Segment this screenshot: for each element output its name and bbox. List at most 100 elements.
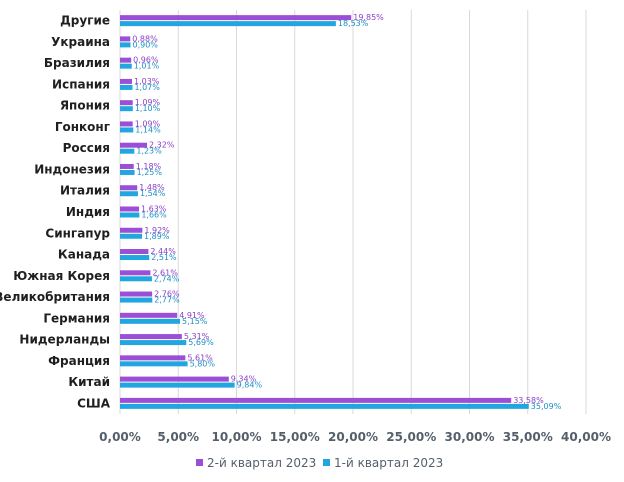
- category-label: Бразилия: [44, 56, 110, 70]
- data-label-series-0: 0,96%: [133, 56, 159, 65]
- grid-lines: [119, 10, 587, 414]
- x-tick-label: 35,00%: [503, 430, 553, 444]
- x-tick-label: 10,00%: [212, 430, 262, 444]
- legend-swatch-series-0: [196, 459, 203, 466]
- data-label-series-1: 1,23%: [136, 147, 162, 156]
- data-label-series-0: 9,34%: [231, 375, 257, 384]
- bar-series-1: [120, 63, 132, 69]
- bar-series-0: [120, 206, 139, 212]
- bar-series-0: [120, 376, 229, 382]
- data-label-series-0: 1,92%: [144, 226, 170, 235]
- data-label-series-0: 2,76%: [154, 290, 180, 299]
- bar-series-0: [120, 57, 132, 63]
- data-label-series-1: 2,77%: [154, 296, 180, 305]
- bar-series-1: [120, 340, 187, 346]
- x-tick-label: 40,00%: [561, 430, 611, 444]
- bar-series-1: [120, 361, 188, 367]
- data-label-series-0: 5,61%: [187, 353, 213, 362]
- data-label-series-0: 33,58%: [513, 396, 544, 405]
- legend-label-series-1: 1-й квартал 2023: [334, 456, 443, 470]
- category-label: Канада: [58, 248, 110, 262]
- data-label-series-1: 5,15%: [182, 317, 208, 326]
- bar-series-0: [120, 270, 151, 276]
- data-label-series-1: 1,10%: [135, 104, 161, 113]
- category-label: Сингапур: [45, 226, 110, 240]
- x-tick-label: 15,00%: [270, 430, 320, 444]
- bar-series-1: [120, 382, 235, 388]
- data-label-series-0: 1,48%: [139, 183, 165, 192]
- bar-series-1: [120, 255, 150, 261]
- x-tick-label: 5,00%: [157, 430, 199, 444]
- data-label-series-0: 1,03%: [134, 77, 160, 86]
- category-labels: Другие Украина Бразилия Испания Япония Гонкон…: [0, 14, 111, 411]
- bar-series-0: [120, 142, 148, 148]
- category-label: Франция: [48, 354, 110, 368]
- bar-series-0: [120, 334, 182, 340]
- x-tick-label: 25,00%: [386, 430, 436, 444]
- bar-series-0: [120, 397, 512, 403]
- data-label-series-0: 2,44%: [150, 247, 176, 256]
- category-label: Германия: [43, 311, 110, 325]
- category-label: Италия: [60, 184, 110, 198]
- category-label: Другие: [60, 14, 110, 28]
- category-label: Украина: [51, 35, 110, 49]
- category-label: Великобритания: [0, 290, 110, 304]
- data-label-series-0: 1,18%: [136, 162, 162, 171]
- data-label-series-1: 1,54%: [140, 189, 166, 198]
- data-label-series-1: 1,01%: [134, 62, 160, 71]
- data-label-series-0: 4,91%: [179, 311, 205, 320]
- data-label-series-1: 9,84%: [237, 381, 263, 390]
- data-label-series-0: 1,09%: [135, 119, 161, 128]
- category-label: Индонезия: [34, 162, 110, 176]
- bar-series-0: [120, 163, 134, 169]
- bar-series-0: [120, 227, 143, 233]
- data-label-series-1: 35,09%: [531, 402, 562, 411]
- bar-series-1: [120, 297, 153, 303]
- data-label-series-1: 1,89%: [144, 232, 170, 241]
- category-label: Нидерланды: [19, 333, 110, 347]
- bar-series-0: [120, 15, 352, 21]
- data-label-series-1: 5,69%: [188, 338, 214, 347]
- data-label-series-0: 1,63%: [141, 205, 167, 214]
- data-label-series-1: 1,66%: [141, 211, 167, 220]
- data-label-series-0: 1,09%: [135, 98, 161, 107]
- bar-series-1: [120, 84, 133, 90]
- data-label-series-1: 2,74%: [154, 274, 180, 283]
- bar-series-1: [120, 212, 140, 218]
- data-label-series-1: 5,80%: [190, 359, 216, 368]
- data-label-series-0: 2,32%: [149, 141, 175, 150]
- bar-series-0: [120, 121, 133, 127]
- data-label-series-1: 18,53%: [338, 19, 369, 28]
- category-label: Гонконг: [55, 120, 110, 134]
- bar-series-0: [120, 291, 153, 297]
- data-label-series-1: 2,51%: [151, 253, 177, 262]
- x-tick-label: 20,00%: [328, 430, 378, 444]
- bars: [120, 15, 529, 409]
- category-label: Южная Корея: [13, 269, 110, 283]
- x-axis-ticks: 0,00% 5,00% 10,00% 15,00% 20,00% 25,00% 30,00%…: [99, 430, 611, 444]
- bar-series-1: [120, 276, 152, 282]
- category-label: Испания: [52, 77, 110, 91]
- data-label-series-1: 1,25%: [137, 168, 163, 177]
- bar-series-1: [120, 127, 134, 133]
- data-label-series-0: 5,31%: [184, 332, 210, 341]
- category-label: Китай: [68, 375, 110, 389]
- legend-swatch-series-1: [323, 459, 330, 466]
- bar-series-0: [120, 36, 131, 42]
- data-label-series-0: 2,61%: [152, 268, 178, 277]
- bar-series-1: [120, 318, 180, 324]
- data-label-series-0: 19,85%: [353, 13, 384, 22]
- category-label: США: [77, 396, 111, 410]
- bar-series-0: [120, 78, 132, 84]
- legend-label-series-0: 2-й квартал 2023: [207, 456, 316, 470]
- data-labels: 19,85%18,53%0,88%0,90%0,96%1,01%1,03%1,0…: [132, 13, 561, 411]
- data-label-series-1: 1,14%: [135, 125, 161, 134]
- bar-series-1: [120, 21, 336, 27]
- bar-series-0: [120, 100, 133, 106]
- bar-series-1: [120, 42, 131, 48]
- bar-series-1: [120, 148, 135, 154]
- category-label: Индия: [66, 205, 110, 219]
- x-tick-label: 30,00%: [445, 430, 495, 444]
- bar-series-0: [120, 355, 186, 361]
